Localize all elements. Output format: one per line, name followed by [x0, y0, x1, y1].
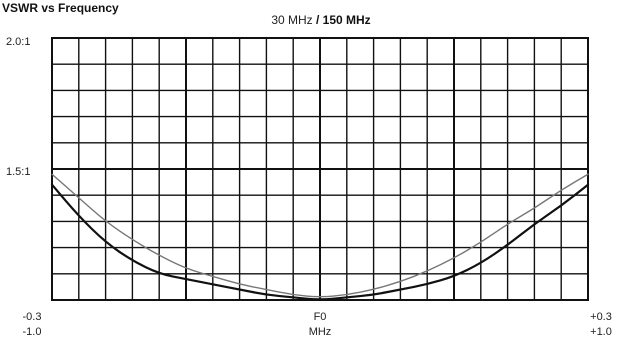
- y-tick-label-top: 2.0:1: [6, 36, 30, 48]
- x-tick-left-bottom: -1.0: [23, 326, 42, 338]
- x-tick-right-bottom: +1.0: [590, 326, 612, 338]
- x-tick-right-top: +0.3: [590, 311, 612, 323]
- x-center-label: F0: [314, 311, 327, 323]
- series-line-dark: [50, 183, 590, 301]
- x-axis-label: MHz: [309, 326, 332, 338]
- chart-title: 30 MHz / 150 MHz: [271, 13, 370, 27]
- series-line-gray: [51, 173, 589, 298]
- header-text: VSWR vs Frequency: [2, 1, 119, 15]
- grid-layer: [51, 37, 589, 301]
- chart-title-part-1: 30 MHz: [271, 13, 312, 27]
- chart-title-part-2: / 150 MHz: [313, 13, 371, 27]
- series-layer: [50, 173, 590, 301]
- y-tick-label-mid: 1.5:1: [6, 166, 30, 178]
- x-tick-left-top: -0.3: [23, 311, 42, 323]
